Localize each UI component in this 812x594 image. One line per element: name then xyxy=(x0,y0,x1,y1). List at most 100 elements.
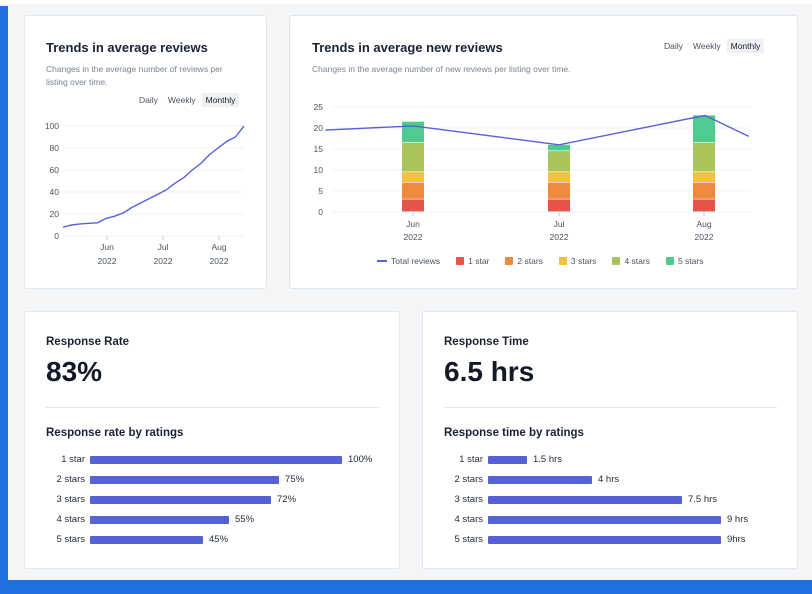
y-tick-label: 5 xyxy=(318,186,323,196)
legend-swatch xyxy=(665,257,674,265)
bar-value-label: 9 hrs xyxy=(727,514,749,525)
divider xyxy=(46,407,379,408)
bar-label: 1 star xyxy=(61,454,85,465)
bar-segment xyxy=(693,142,715,172)
card-subtitle: Changes in the average number of new rev… xyxy=(312,64,571,74)
bar-row: 5 stars 45% xyxy=(25,534,401,545)
y-tick-label: 80 xyxy=(50,143,60,153)
bar-row: 3 stars 72% xyxy=(25,494,401,505)
y-tick-label: 20 xyxy=(314,123,324,133)
y-tick-label: 10 xyxy=(314,165,324,175)
card-subtitle-line: Changes in the average number of reviews… xyxy=(46,64,223,74)
card-average-new-reviews: Trends in average new reviews Changes in… xyxy=(289,15,798,289)
bar xyxy=(90,516,229,524)
legend-item-2-stars: 2 stars xyxy=(505,256,543,266)
x-tick-label: Jun xyxy=(100,242,114,252)
average-new-reviews-bar-chart: 0 5 10 15 20 25 Jun 2022 Jul 2022 Aug 2022 xyxy=(314,102,750,242)
tab-weekly[interactable]: Weekly xyxy=(692,41,721,51)
x-tick-label: Aug xyxy=(211,242,226,252)
card-response-rate: Response Rate 83% Response rate by ratin… xyxy=(24,311,400,569)
x-tick-label: 2022 xyxy=(98,256,117,266)
x-tick-label: Jul xyxy=(158,242,169,252)
legend-label: 1 star xyxy=(468,256,490,266)
bar-row: 5 stars 9hrs xyxy=(423,534,799,545)
y-tick-label: 0 xyxy=(318,207,323,217)
legend-label: 5 stars xyxy=(677,256,704,266)
average-reviews-line-chart: 0 20 40 60 80 100 Jun 2022 Jul 2022 Aug 2022 xyxy=(45,121,245,266)
legend-swatch xyxy=(505,257,514,265)
bar-row: 4 stars 55% xyxy=(25,514,401,525)
chart-legend: Total reviews 1 star 2 stars 3 stars 4 s… xyxy=(377,256,703,266)
divider xyxy=(444,407,777,408)
range-tabs: Daily Weekly Monthly xyxy=(660,39,765,53)
bar-value-label: 100% xyxy=(348,454,373,465)
bar-value-label: 45% xyxy=(209,534,229,545)
total-reviews-line xyxy=(325,114,750,146)
bar-label: 5 stars xyxy=(56,534,85,545)
bar-value-label: 55% xyxy=(235,514,255,525)
y-tick-label: 25 xyxy=(314,102,324,112)
x-tick-label: 2022 xyxy=(404,232,423,242)
x-tick-label: Jul xyxy=(554,219,565,229)
x-tick-label: 2022 xyxy=(550,232,569,242)
y-tick-label: 100 xyxy=(45,121,59,131)
bar-label: 2 stars xyxy=(454,474,483,485)
bar-value-label: 4 hrs xyxy=(598,474,620,485)
bar-row: 4 stars 9 hrs xyxy=(423,514,799,525)
metric-value: 6.5 hrs xyxy=(444,356,535,387)
bar xyxy=(488,476,592,484)
bar-value-label: 72% xyxy=(277,494,297,505)
tab-weekly[interactable]: Weekly xyxy=(167,95,196,105)
metric-label: Response Time xyxy=(444,336,529,348)
bar xyxy=(488,536,721,544)
bar-segment xyxy=(402,182,424,199)
frame-top xyxy=(0,0,812,4)
range-tabs: Daily Weekly Monthly xyxy=(135,93,240,107)
bar-label: 5 stars xyxy=(454,534,483,545)
bar xyxy=(90,496,271,504)
metric-value: 83% xyxy=(46,356,103,387)
card-title: Trends in average new reviews xyxy=(312,40,503,55)
bar-segment xyxy=(548,144,570,151)
bar-segment xyxy=(402,142,424,172)
tab-daily[interactable]: Daily xyxy=(139,95,158,105)
bar-segment xyxy=(402,199,424,212)
bar-label: 3 stars xyxy=(56,494,85,505)
bar-row: 1 star 1.5 hrs xyxy=(423,454,799,465)
bar-segment xyxy=(548,199,570,212)
legend-item-1-star: 1 star xyxy=(456,256,489,266)
tab-monthly[interactable]: Monthly xyxy=(201,93,240,107)
bar-value-label: 9hrs xyxy=(727,534,746,545)
tab-daily[interactable]: Daily xyxy=(664,41,683,51)
x-tick-label: 2022 xyxy=(154,256,173,266)
legend-item-5-stars: 5 stars xyxy=(665,256,704,266)
tab-monthly[interactable]: Monthly xyxy=(726,39,765,53)
bar-segment xyxy=(548,182,570,199)
bar-label: 1 star xyxy=(459,454,483,465)
bar-segment xyxy=(548,151,570,172)
card-average-reviews: Trends in average reviews Changes in the… xyxy=(24,15,267,289)
x-tick-label: Jun xyxy=(406,219,420,229)
bar-row: 2 stars 4 hrs xyxy=(423,474,799,485)
bar-segment xyxy=(693,182,715,199)
bar-segment xyxy=(402,121,424,143)
bar xyxy=(90,476,279,484)
bar-row: 3 stars 7.5 hrs xyxy=(423,494,799,505)
section-title: Response rate by ratings xyxy=(46,427,184,439)
bar-label: 4 stars xyxy=(56,514,85,525)
section-title: Response time by ratings xyxy=(444,427,584,439)
card-title: Trends in average reviews xyxy=(46,40,208,55)
legend-item-4-stars: 4 stars xyxy=(612,256,650,266)
bar-value-label: 7.5 hrs xyxy=(688,494,718,505)
legend-swatch xyxy=(558,257,567,265)
bar-segment xyxy=(693,199,715,212)
legend-label: Total reviews xyxy=(391,256,441,266)
card-response-time: Response Time 6.5 hrs Response time by r… xyxy=(422,311,798,569)
card-subtitle: Changes in the average number of reviews… xyxy=(46,63,256,89)
bar xyxy=(90,456,342,464)
bar xyxy=(90,536,203,544)
bar-label: 4 stars xyxy=(454,514,483,525)
legend-swatch xyxy=(456,257,465,265)
accent-border-bottom xyxy=(0,580,812,594)
bar-segment xyxy=(548,172,570,182)
